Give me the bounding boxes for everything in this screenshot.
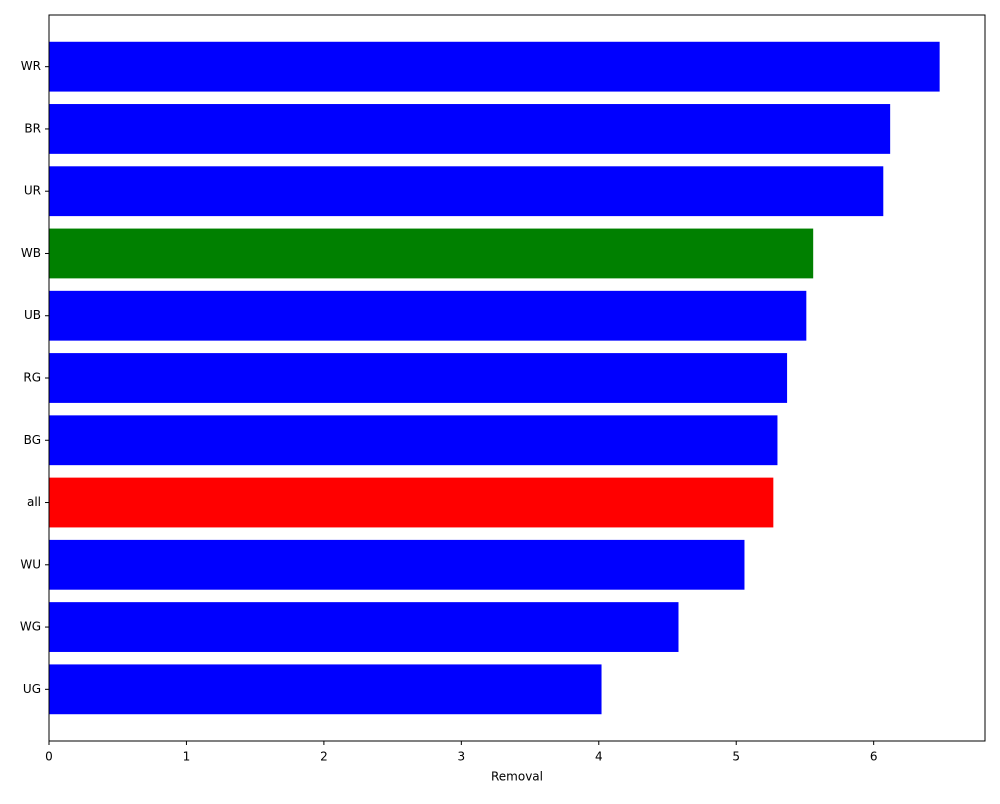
bar bbox=[49, 41, 940, 92]
y-tick-label: UB bbox=[24, 308, 41, 322]
bar bbox=[49, 353, 788, 403]
x-tick-label: 6 bbox=[870, 750, 878, 764]
bar bbox=[49, 228, 814, 279]
bar bbox=[49, 290, 807, 341]
y-tick-label: RG bbox=[23, 371, 41, 385]
x-tick-label: 0 bbox=[45, 750, 53, 764]
bar bbox=[49, 602, 679, 652]
y-tick-label: WR bbox=[21, 59, 41, 73]
y-tick-label: UR bbox=[24, 184, 41, 198]
y-tick-label: WG bbox=[20, 620, 41, 634]
x-axis-label: Removal bbox=[491, 770, 543, 784]
bar bbox=[49, 415, 778, 466]
y-tick-label: BR bbox=[24, 121, 41, 135]
y-tick-label: WU bbox=[20, 557, 41, 571]
y-tick-label: all bbox=[27, 495, 41, 509]
bar bbox=[49, 539, 745, 590]
y-tick-label: WB bbox=[21, 246, 41, 260]
x-tick-label: 2 bbox=[320, 750, 328, 764]
plot-frame bbox=[48, 14, 986, 742]
bar bbox=[49, 104, 891, 154]
bar bbox=[49, 477, 774, 528]
x-tick-label: 5 bbox=[732, 750, 740, 764]
x-tick-label: 4 bbox=[595, 750, 603, 764]
x-tick-label: 3 bbox=[458, 750, 466, 764]
x-tick-label: 1 bbox=[183, 750, 191, 764]
bar bbox=[49, 166, 884, 217]
bar bbox=[49, 664, 602, 715]
y-tick-label: UG bbox=[23, 682, 41, 696]
y-tick-label: BG bbox=[24, 433, 41, 447]
